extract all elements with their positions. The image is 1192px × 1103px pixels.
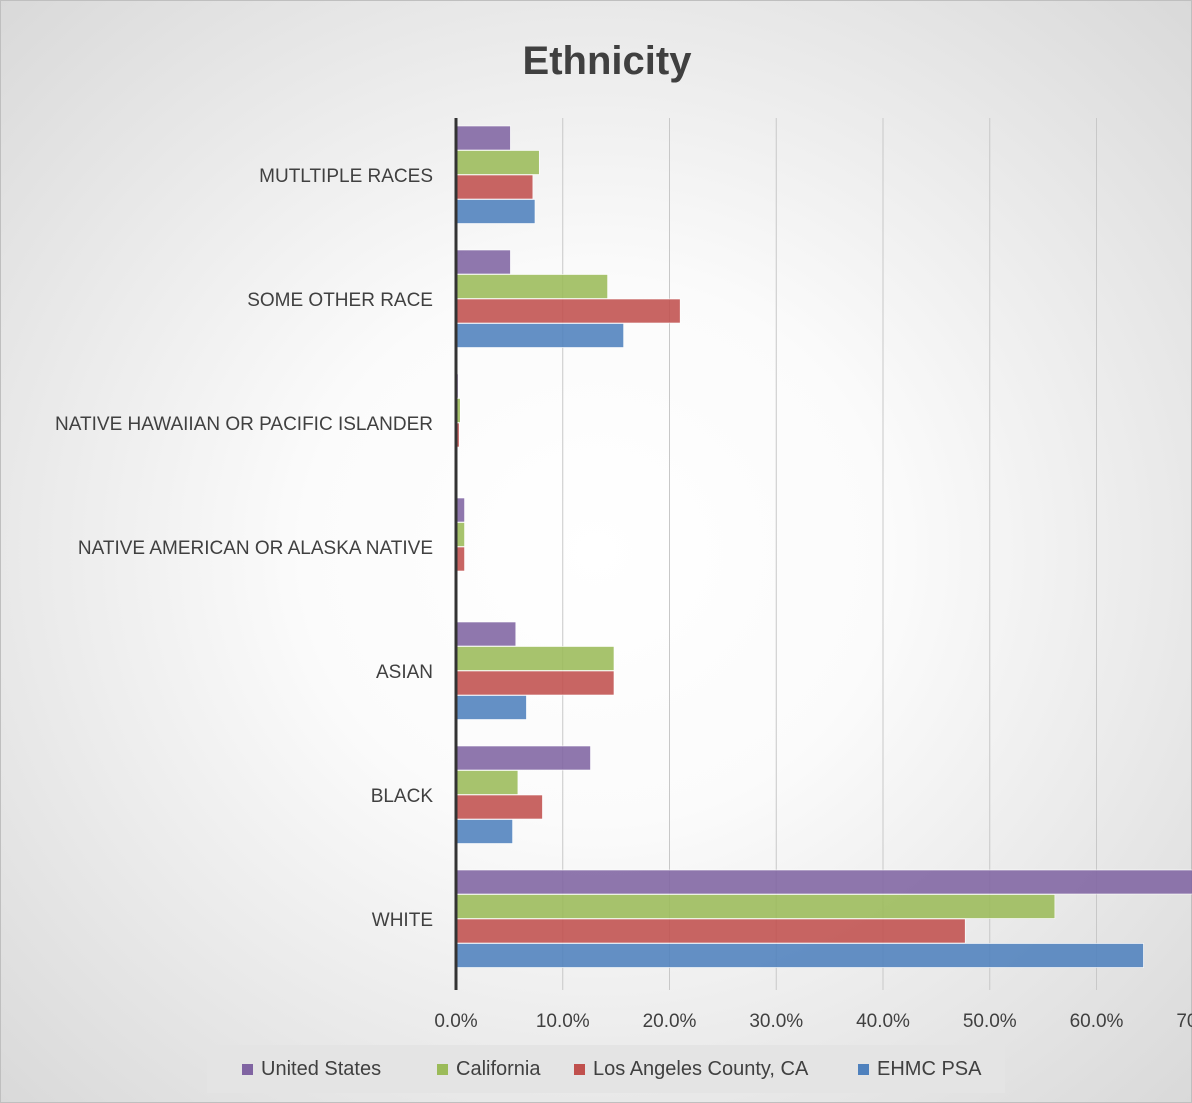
legend: United States California Los Angeles Count… [207,1045,1005,1093]
bar [455,943,1144,968]
category-label: SOME OTHER RACE [247,290,433,311]
bar [455,646,615,671]
bar [455,199,536,224]
bar [455,770,519,795]
category-label: MUTLTIPLE RACES [259,166,433,187]
x-tick-label: 10.0% [536,1011,590,1032]
legend-item: Los Angeles County, CA [574,1057,808,1081]
bar [455,298,681,324]
gridlines [562,118,1097,990]
legend-swatch [858,1063,869,1075]
bars [455,125,1192,968]
x-tick-labels: 0.0%10.0%20.0%30.0%40.0%50.0%60.0%70.0%8… [434,1011,1192,1032]
bar [455,274,608,299]
legend-label: California [456,1057,541,1080]
x-tick-label: 50.0% [963,1011,1017,1032]
bar [455,745,591,771]
legend-swatch [574,1063,585,1075]
x-tick-label: 30.0% [749,1011,803,1032]
bar [455,918,966,944]
bar [455,869,1192,895]
legend-swatch [242,1063,253,1075]
category-labels: MUTLTIPLE RACES SOME OTHER RACE NATIVE HAW… [55,166,433,931]
bar [455,174,534,200]
chart-title: Ethnicity [523,39,693,83]
legend-label: Los Angeles County, CA [593,1057,809,1080]
bar [455,150,540,175]
bar [455,249,511,275]
category-label: WHITE [372,910,433,931]
bar [455,125,511,151]
x-tick-label: 20.0% [643,1011,697,1032]
bar [455,323,624,348]
legend-item: United States [242,1057,381,1081]
bar [455,621,517,647]
x-tick-label: 60.0% [1070,1011,1124,1032]
legend-item: EHMC PSA [858,1057,981,1081]
bar [455,894,1056,919]
category-label: ASIAN [376,662,433,683]
category-label: NATIVE AMERICAN OR ALASKA NATIVE [78,538,433,559]
category-label: BLACK [371,786,434,807]
x-tick-label: 70.0% [1176,1011,1192,1032]
legend-swatch [437,1063,448,1075]
x-tick-label: 0.0% [434,1011,477,1032]
legend-item: California [437,1057,540,1081]
x-tick-label: 40.0% [856,1011,910,1032]
bar [455,819,513,844]
bar [455,695,527,720]
legend-label: EHMC PSA [877,1057,982,1080]
bar [455,794,543,820]
category-label: NATIVE HAWAIIAN OR PACIFIC ISLANDER [55,414,433,435]
legend-label: United States [261,1057,382,1080]
bar [455,670,615,696]
